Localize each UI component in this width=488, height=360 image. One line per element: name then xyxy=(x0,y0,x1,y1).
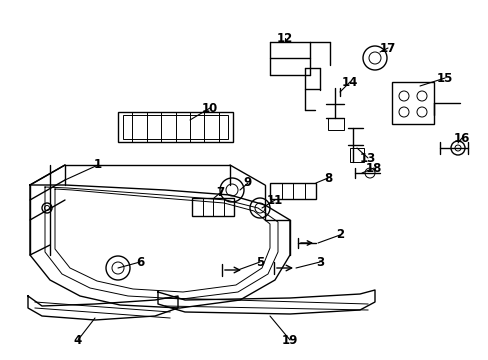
Bar xyxy=(391,82,433,124)
Text: 8: 8 xyxy=(323,171,331,184)
Text: 2: 2 xyxy=(335,229,344,242)
Text: 3: 3 xyxy=(315,256,324,269)
Text: 13: 13 xyxy=(359,152,375,165)
Bar xyxy=(192,198,234,216)
Text: 16: 16 xyxy=(453,131,469,144)
Bar xyxy=(118,112,232,142)
Text: 15: 15 xyxy=(436,72,452,85)
Bar xyxy=(327,118,343,130)
Bar xyxy=(123,115,227,139)
Text: 6: 6 xyxy=(136,256,144,269)
Text: 10: 10 xyxy=(202,102,218,114)
Bar xyxy=(349,148,363,162)
Text: 9: 9 xyxy=(244,176,252,189)
Text: 17: 17 xyxy=(379,41,395,54)
Text: 11: 11 xyxy=(266,194,283,207)
Text: 5: 5 xyxy=(255,256,264,269)
Text: 18: 18 xyxy=(365,162,382,175)
Text: 14: 14 xyxy=(341,76,357,89)
Text: 19: 19 xyxy=(281,333,298,346)
Bar xyxy=(269,183,315,199)
Text: 12: 12 xyxy=(276,31,292,45)
Text: 7: 7 xyxy=(216,186,224,199)
Text: 1: 1 xyxy=(94,158,102,171)
Text: 4: 4 xyxy=(74,333,82,346)
